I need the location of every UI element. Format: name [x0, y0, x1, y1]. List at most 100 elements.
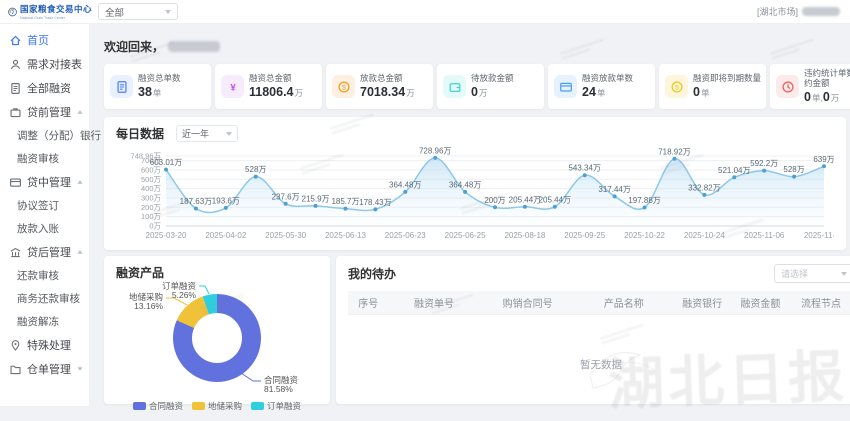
sidebar-item-3[interactable]: 贷前管理 — [0, 100, 89, 124]
stat-label: 融资总单数 — [138, 74, 181, 84]
chevron-down-icon — [77, 367, 82, 370]
y-axis-tick: 100万 — [141, 212, 162, 221]
y-axis-tick: 0万 — [149, 222, 161, 231]
stat-card-0: 融资总单数 38单 — [104, 64, 211, 109]
chevron-down-icon — [165, 10, 171, 14]
legend-item-合同融资[interactable]: 合同融资 — [133, 400, 183, 412]
data-point[interactable] — [613, 194, 617, 198]
data-point[interactable] — [553, 205, 557, 209]
data-point[interactable] — [792, 175, 796, 179]
daily-line-chart: 0万100万200万300万400万500万600万700万748.96万603… — [116, 142, 834, 242]
stat-card-3: 待放款金额 0万 — [437, 64, 544, 109]
todo-column-6: 流程节点 — [788, 291, 850, 314]
point-label: 215.9万 — [302, 194, 330, 203]
sidebar-item-0[interactable]: 首页 — [0, 28, 89, 52]
sidebar-subitem-5-2[interactable]: 融资解冻 — [0, 310, 89, 333]
data-point[interactable] — [732, 175, 736, 179]
data-point[interactable] — [523, 205, 527, 209]
card-icon — [9, 176, 22, 189]
data-point[interactable] — [314, 204, 318, 208]
data-point[interactable] — [194, 206, 198, 210]
stat-value: 0 — [471, 85, 478, 99]
data-point[interactable] — [762, 169, 766, 173]
sidebar-item-6[interactable]: 特殊处理 — [0, 333, 89, 357]
sidebar-subitem-3-0[interactable]: 调整（分配）银行 — [0, 124, 89, 147]
x-axis-tick: 2025-06-23 — [385, 231, 426, 240]
data-point[interactable] — [493, 205, 497, 209]
point-label: 364.48万 — [389, 180, 421, 189]
stat-unit: 单 — [701, 88, 710, 98]
svg-text:¥: ¥ — [230, 82, 236, 93]
svg-text:$: $ — [342, 84, 346, 91]
bank-icon — [9, 246, 22, 259]
app-logo: 国家粮食交易中心 National Grain Trade Center — [0, 3, 92, 20]
x-axis-tick: 2025-06-13 — [325, 231, 366, 240]
todo-column-3: 产品名称 — [576, 291, 672, 314]
point-label: 543.34万 — [568, 164, 600, 173]
yuan-icon: ¥ — [226, 80, 240, 94]
sidebar-subitem-4-0[interactable]: 协议签订 — [0, 194, 89, 217]
stat-unit: 万 — [295, 88, 304, 98]
legend-swatch — [133, 402, 146, 410]
sidebar-item-label: 仓单管理 — [27, 361, 71, 377]
todo-table-header: 序号融资单号购销合同号产品名称融资银行融资金额流程节点 — [348, 291, 850, 315]
market-scope-select[interactable]: 全部 — [98, 3, 178, 20]
stat-label: 融资总金额 — [249, 74, 303, 84]
chevron-down-icon — [841, 272, 847, 276]
stat-value: 0 — [693, 85, 700, 99]
data-point[interactable] — [164, 168, 168, 172]
sidebar-item-5[interactable]: 贷后管理 — [0, 240, 89, 264]
data-point[interactable] — [463, 190, 467, 194]
sidebar-item-1[interactable]: 需求对接表 — [0, 52, 89, 76]
sidebar-item-7[interactable]: 仓单管理 — [0, 357, 89, 381]
data-point[interactable] — [672, 157, 676, 161]
sidebar-subitem-5-0[interactable]: 还款审核 — [0, 264, 89, 287]
point-label: 187.63万 — [180, 197, 212, 206]
data-point[interactable] — [583, 173, 587, 177]
point-label: 205.44万 — [509, 195, 541, 204]
legend-item-订单融资[interactable]: 订单融资 — [251, 400, 301, 412]
data-point[interactable] — [643, 206, 647, 210]
home-icon — [9, 34, 22, 47]
sidebar-subitem-3-1[interactable]: 融资审核 — [0, 147, 89, 170]
point-label: 317.44万 — [598, 185, 630, 194]
user-name-redacted[interactable] — [802, 7, 840, 16]
sidebar-item-label: 贷中管理 — [27, 174, 71, 190]
todo-filter-select[interactable]: 请选择 — [774, 264, 850, 283]
point-label: 237.6万 — [272, 192, 300, 201]
sidebar-item-4[interactable]: 贷中管理 — [0, 170, 89, 194]
data-point[interactable] — [284, 202, 288, 206]
donut-label-percent: 13.16% — [134, 301, 163, 311]
point-label: 603.01万 — [150, 158, 182, 167]
folder-icon — [9, 363, 22, 376]
data-point[interactable] — [343, 207, 347, 211]
x-axis-tick: 2025-06-25 — [445, 231, 486, 240]
sidebar-item-2[interactable]: 全部融资 — [0, 76, 89, 100]
stat-card-5: $ 融资即将到期数量 0单 — [659, 64, 766, 109]
sidebar-item-label: 贷后管理 — [27, 244, 71, 260]
stat-icon-box: ¥ — [221, 75, 244, 98]
point-label: 200万 — [484, 196, 505, 205]
sidebar-subitem-5-1[interactable]: 商务还款审核 — [0, 287, 89, 310]
data-point[interactable] — [822, 164, 826, 168]
data-point[interactable] — [224, 206, 228, 210]
stat-unit: 万 — [479, 88, 488, 98]
date-range-select[interactable]: 近一年 — [176, 125, 238, 142]
point-label: 332.82万 — [688, 183, 720, 192]
card-icon — [559, 80, 573, 94]
data-point[interactable] — [702, 193, 706, 197]
x-axis-tick: 2025-05-30 — [265, 231, 306, 240]
top-header: 国家粮食交易中心 National Grain Trade Center 全部 … — [0, 0, 850, 24]
data-point[interactable] — [254, 175, 258, 179]
todo-column-0: 序号 — [348, 291, 388, 314]
data-point[interactable] — [403, 190, 407, 194]
legend-item-地储采购[interactable]: 地储采购 — [192, 400, 242, 412]
legend-label: 地储采购 — [208, 400, 242, 412]
data-point[interactable] — [433, 156, 437, 160]
todo-title: 我的待办 — [348, 265, 396, 282]
data-point[interactable] — [373, 207, 377, 211]
sidebar-subitem-4-1[interactable]: 放款入账 — [0, 217, 89, 240]
donut-label-percent: 5.26% — [172, 290, 197, 300]
y-axis-tick: 300万 — [141, 193, 162, 202]
